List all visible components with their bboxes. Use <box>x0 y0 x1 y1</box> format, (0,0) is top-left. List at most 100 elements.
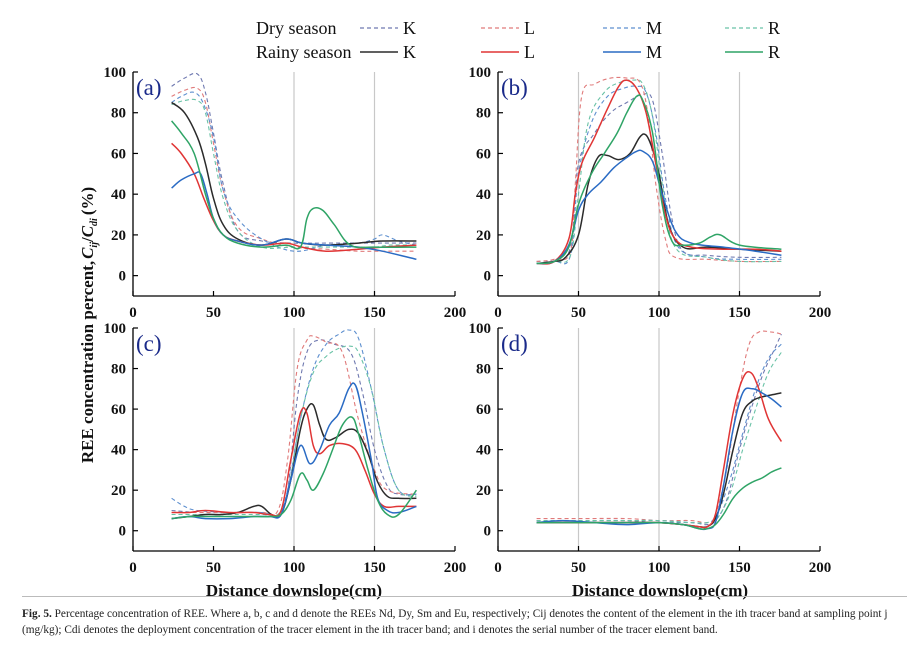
y-axis-title-c2: C <box>78 225 97 237</box>
panel-dy: 0 20 40 60 80 100 0 50 100 150 200 (b) <box>469 65 832 321</box>
series-dry-k <box>536 333 782 526</box>
x-tick-label: 0 <box>129 560 137 576</box>
caption-divider <box>22 596 907 597</box>
x-tick-label: 200 <box>444 560 467 576</box>
y-tick-label: 100 <box>469 65 492 81</box>
panel-label: (c) <box>136 331 162 356</box>
figure-caption: Fig. 5. Percentage concentration of REE.… <box>22 596 907 638</box>
y-tick-label: 80 <box>476 106 491 122</box>
y-tick-label: 40 <box>111 187 126 203</box>
y-tick-label: 0 <box>484 524 492 540</box>
x-tick-label: 200 <box>809 560 832 576</box>
series-group <box>536 76 782 265</box>
x-tick-label: 100 <box>283 560 306 576</box>
legend-dry-key-k: K <box>403 18 416 38</box>
x-axis-title-left: Distance downslope(cm) <box>206 581 382 600</box>
panel-eu: 0 20 40 60 80 100 0 50 100 150 200 (d) <box>469 321 832 576</box>
series-dry-k <box>536 92 782 262</box>
legend-rainy-key-l: L <box>524 42 535 62</box>
y-tick-label: 60 <box>476 146 491 162</box>
y-axis-title-text: REE concentration percent, <box>78 261 97 463</box>
x-tick-label: 200 <box>444 305 467 321</box>
x-tick-label: 150 <box>363 305 386 321</box>
x-tick-label: 100 <box>283 305 306 321</box>
x-tick-label: 50 <box>571 560 586 576</box>
panel-nd: 0 20 40 60 80 100 0 50 100 150 200 (a) <box>104 65 467 321</box>
caption-text: Percentage concentration of REE. Where a… <box>22 608 888 636</box>
y-tick-label: 80 <box>476 362 491 378</box>
series-rainy-r <box>171 120 417 250</box>
x-axis-title-right: Distance downslope(cm) <box>572 581 748 600</box>
y-tick-label: 20 <box>111 228 126 244</box>
series-dry-r <box>536 79 782 264</box>
y-tick-label: 100 <box>104 65 127 81</box>
series-group <box>171 329 418 520</box>
y-tick-label: 40 <box>476 443 491 459</box>
legend-dry-key-m: M <box>646 18 662 38</box>
x-tick-label: 200 <box>809 305 832 321</box>
y-axis-title-sub1: ij <box>89 242 100 248</box>
x-tick-label: 150 <box>363 560 386 576</box>
series-rainy-r <box>536 467 782 530</box>
y-axis-title-sub2: di <box>89 218 100 226</box>
x-tick-label: 50 <box>206 305 221 321</box>
series-rainy-r <box>171 416 418 520</box>
y-tick-label: 20 <box>111 483 126 499</box>
panel-label: (a) <box>136 75 162 100</box>
series-dry-m <box>171 91 417 252</box>
x-tick-label: 150 <box>728 305 751 321</box>
axes: 0 20 40 60 80 100 0 50 100 150 200 <box>104 65 467 321</box>
series-dry-k <box>171 72 417 244</box>
y-axis-title-unit: (%) <box>78 187 97 215</box>
x-tick-label: 150 <box>728 560 751 576</box>
y-tick-label: 60 <box>476 402 491 418</box>
series-rainy-r <box>536 94 782 265</box>
y-tick-label: 80 <box>111 362 126 378</box>
legend-dry-label: Dry season <box>256 18 336 38</box>
series-dry-l <box>536 76 782 263</box>
x-tick-label: 50 <box>206 560 221 576</box>
legend: Dry season Rainy season KK LL MM RR <box>256 18 780 62</box>
legend-rainy-key-m: M <box>646 42 662 62</box>
series-rainy-k <box>536 133 782 265</box>
legend-rainy-key-r: R <box>768 42 780 62</box>
series-rainy-m <box>171 171 417 261</box>
y-tick-label: 40 <box>111 443 126 459</box>
x-tick-label: 100 <box>648 305 671 321</box>
y-tick-label: 100 <box>469 321 492 337</box>
legend-dry-key-l: L <box>524 18 535 38</box>
axes: 0 20 40 60 80 100 0 50 100 150 200 <box>469 321 832 576</box>
y-tick-label: 0 <box>119 524 127 540</box>
y-axis-title: REE concentration percent,Cij/Cdi(%) <box>78 187 100 463</box>
x-tick-label: 50 <box>571 305 586 321</box>
legend-rainy-label: Rainy season <box>256 42 351 62</box>
x-tick-label: 0 <box>129 305 137 321</box>
series-rainy-l <box>536 79 782 265</box>
y-tick-label: 60 <box>111 402 126 418</box>
y-tick-label: 0 <box>484 269 492 285</box>
axes: 0 20 40 60 80 100 0 50 100 150 200 <box>469 65 832 321</box>
y-axis-title-slash: / <box>78 237 97 243</box>
panel-label: (d) <box>501 331 528 356</box>
legend-rainy-key-k: K <box>403 42 416 62</box>
series-rainy-m <box>171 382 417 520</box>
caption-lead: Fig. 5. <box>22 608 52 620</box>
y-tick-label: 20 <box>476 228 491 244</box>
series-rainy-m <box>536 149 782 265</box>
axes: 0 20 40 60 80 100 0 50 100 150 200 <box>104 321 467 576</box>
x-tick-label: 100 <box>648 560 671 576</box>
legend-dry-key-r: R <box>768 18 780 38</box>
y-tick-label: 100 <box>104 321 127 337</box>
x-tick-label: 0 <box>494 305 502 321</box>
series-dry-k <box>171 339 417 517</box>
series-group <box>536 330 783 531</box>
series-dry-r <box>171 345 417 517</box>
panel-label: (b) <box>501 75 528 100</box>
y-tick-label: 80 <box>111 106 126 122</box>
series-rainy-l <box>171 407 417 517</box>
x-tick-label: 0 <box>494 560 502 576</box>
series-group <box>171 72 417 261</box>
y-axis-title-c1: C <box>78 247 97 259</box>
series-rainy-m <box>536 387 782 531</box>
